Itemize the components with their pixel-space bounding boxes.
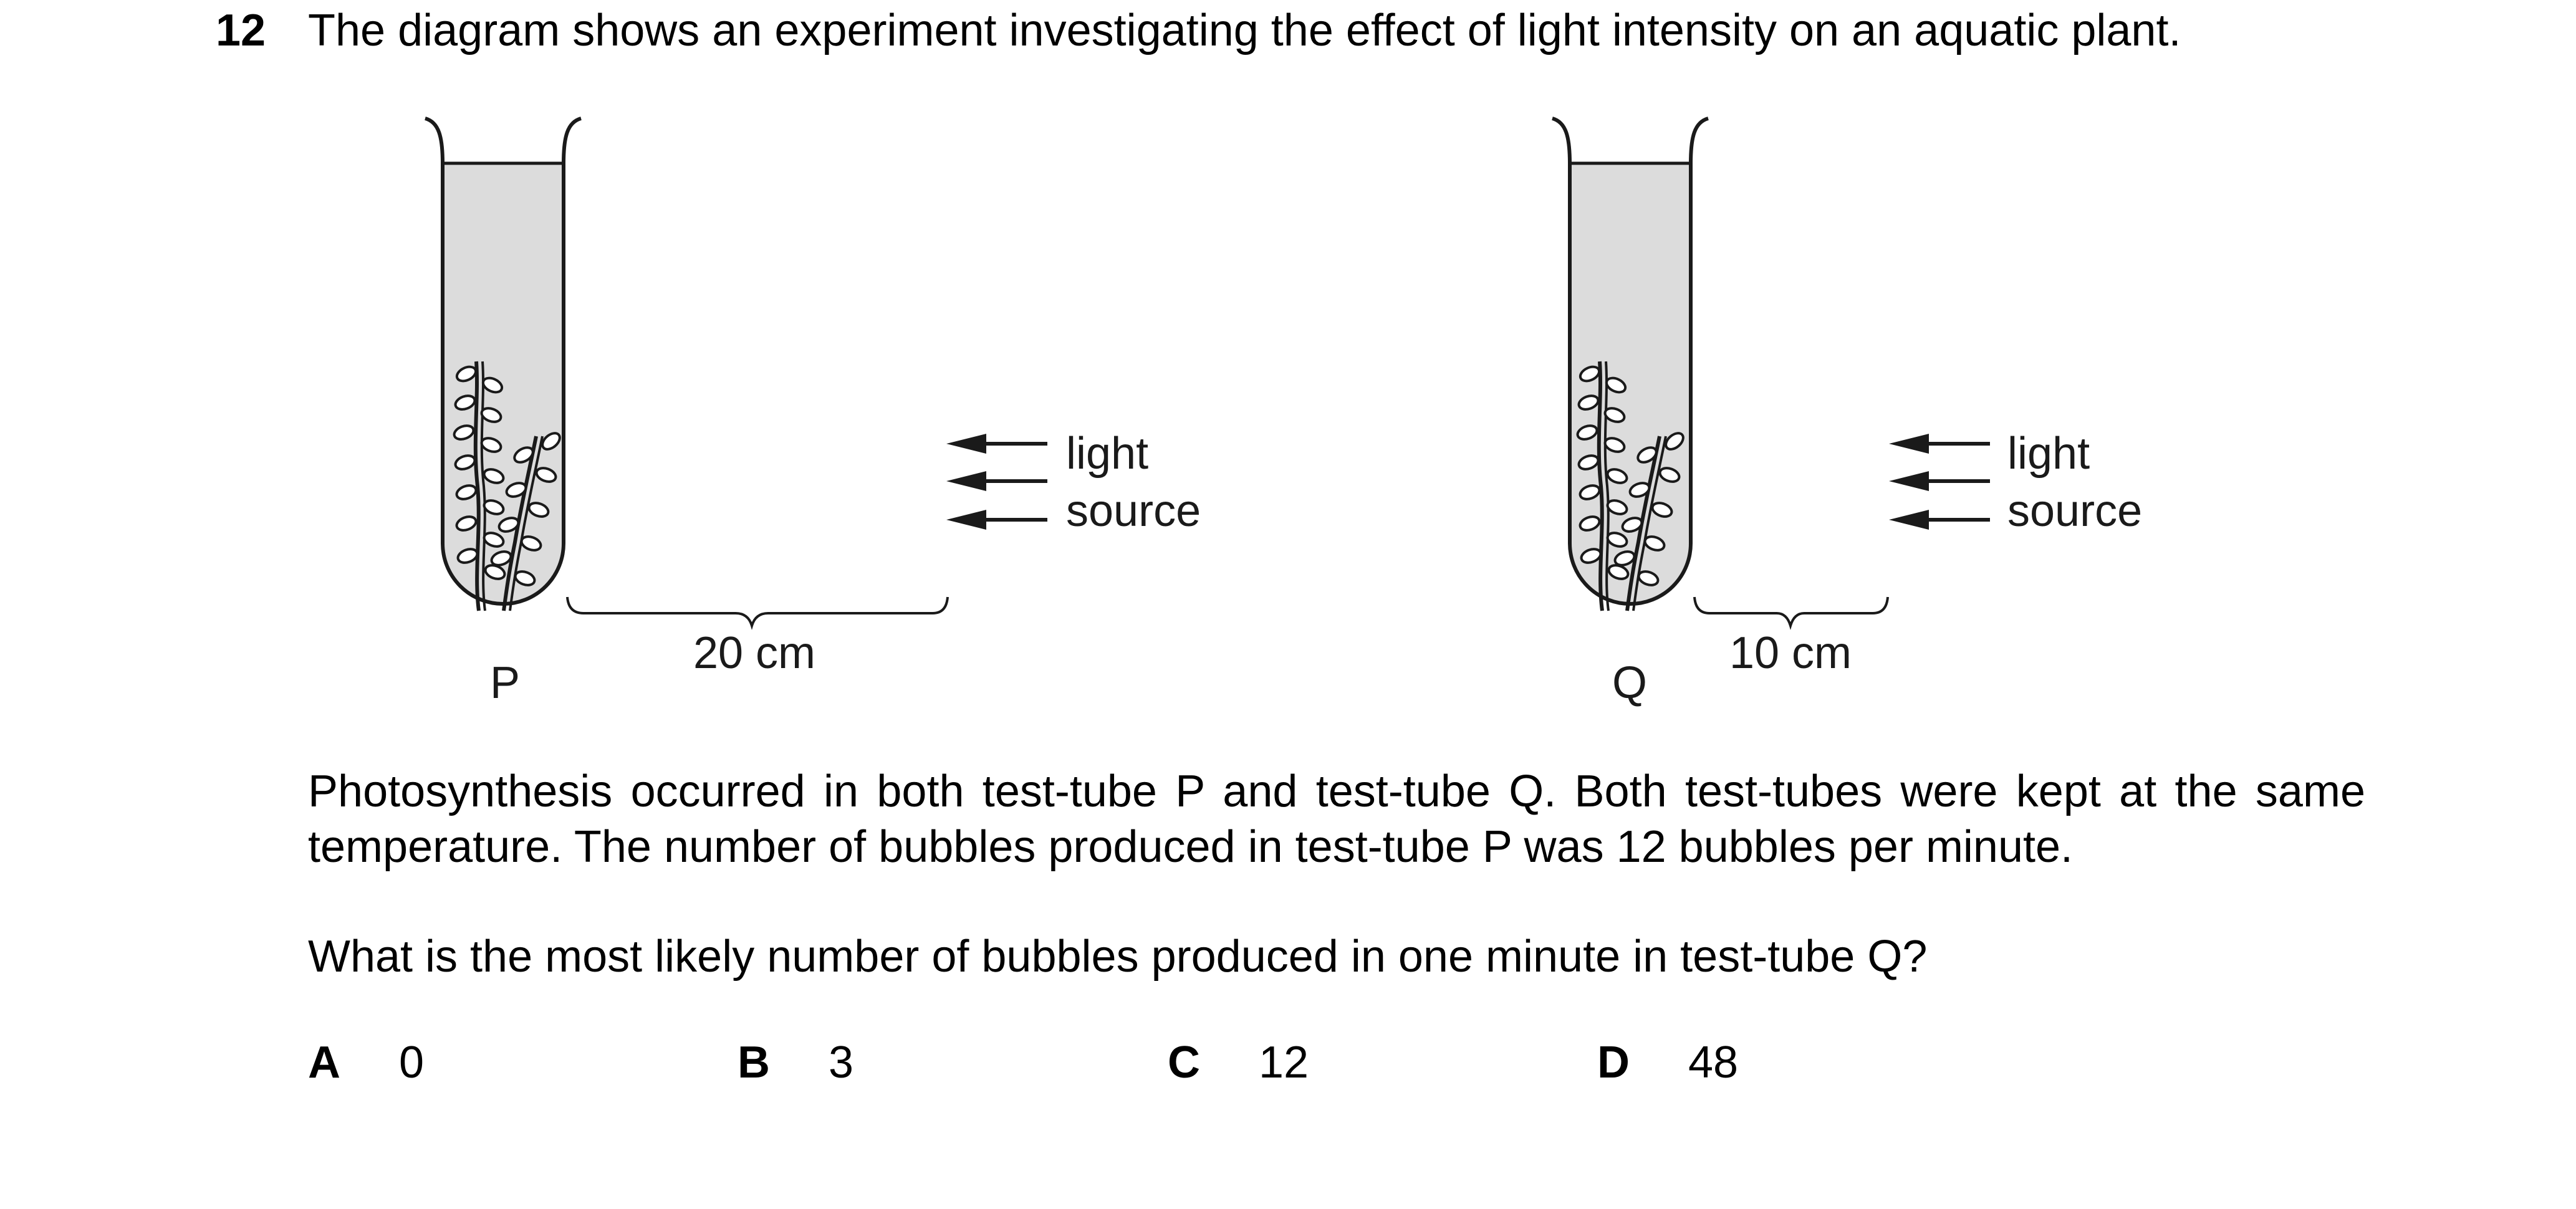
option-value: 12	[1259, 1038, 1309, 1087]
option-letter: D	[1597, 1038, 1630, 1087]
experiment-diagram: 20 cm P light source 10 cm Q light sourc…	[424, 117, 2142, 708]
distance-brace-p	[566, 596, 949, 630]
distance-label-q: 10 cm	[1729, 628, 1852, 678]
option-value: 3	[829, 1038, 854, 1087]
light-arrows-p	[946, 434, 1047, 530]
option-letter: C	[1168, 1038, 1200, 1087]
distance-label-p: 20 cm	[693, 628, 815, 678]
question-prompt: What is the most likely number of bubble…	[308, 932, 1928, 982]
tube-q-liquid	[1570, 163, 1691, 604]
light-source-label-p-line2: source	[1066, 486, 1201, 536]
light-source-label-q-line2: source	[2007, 486, 2142, 536]
light-arrows-q	[1889, 434, 1990, 530]
answer-option-d[interactable]: D 48	[1597, 1035, 1738, 1091]
light-source-label-q-line1: light	[2007, 429, 2090, 479]
option-value: 48	[1688, 1038, 1739, 1087]
tube-label-q: Q	[1612, 658, 1647, 708]
test-tube-q	[1551, 117, 1709, 611]
option-letter: A	[308, 1038, 340, 1087]
light-source-label-p-line1: light	[1066, 429, 1148, 479]
distance-brace-q	[1693, 596, 1889, 630]
option-value: 0	[399, 1038, 425, 1087]
answer-option-c[interactable]: C 12	[1168, 1035, 1309, 1091]
question-context-paragraph: Photosynthesis occurred in both test-tub…	[308, 767, 2365, 872]
test-tube-p	[424, 117, 582, 611]
tube-label-p: P	[490, 658, 520, 708]
question-stem: The diagram shows an experiment investig…	[308, 6, 2181, 55]
option-letter: B	[738, 1038, 770, 1087]
question-number: 12	[216, 6, 266, 55]
